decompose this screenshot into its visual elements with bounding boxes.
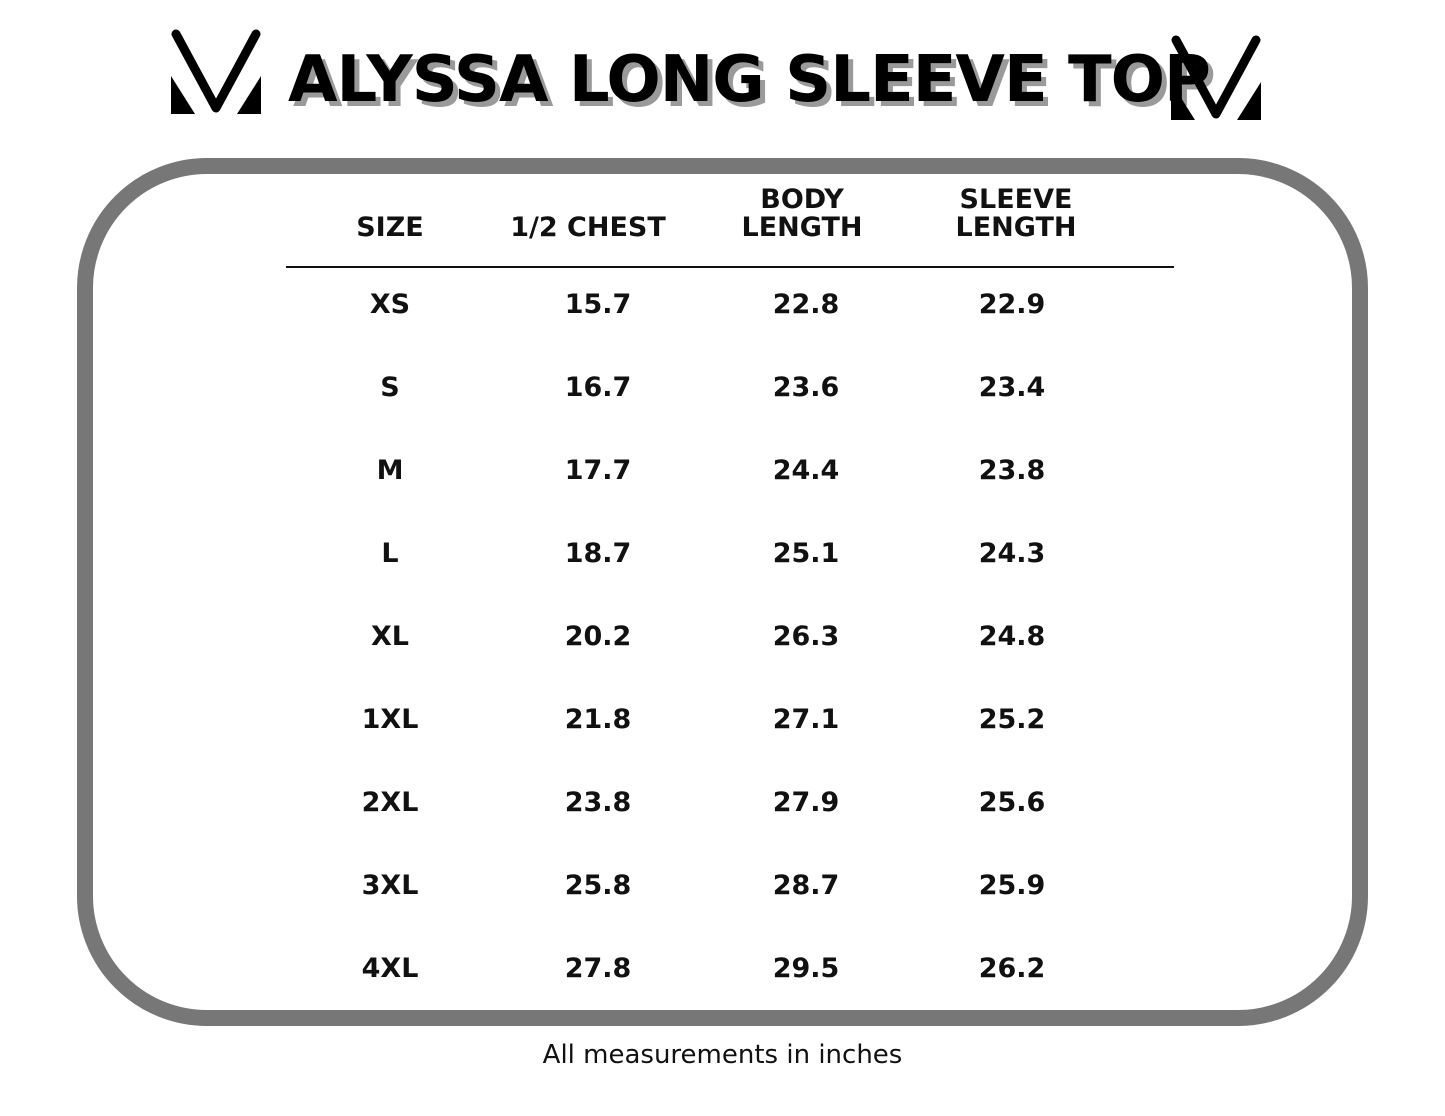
logo-icon [1171,35,1261,120]
cell-sleeve-length: 24.8 [978,621,1046,652]
cell-sleeve-length: 23.8 [978,455,1046,486]
cell-size: M [376,455,404,486]
cell-body-length: 27.9 [772,787,840,818]
cell-half-chest: 27.8 [564,953,632,984]
cell-body-length: 24.4 [772,455,840,486]
cell-half-chest: 18.7 [564,538,632,569]
cell-half-chest: 23.8 [564,787,632,818]
cell-sleeve-length: 23.4 [978,372,1046,403]
cell-size: XS [369,289,411,320]
cell-body-length: 28.7 [772,870,840,901]
footnote: All measurements in inches [542,1040,903,1070]
cell-size: L [381,538,399,569]
size-chart-frame [77,158,1368,1026]
cell-body-length: 23.6 [772,372,840,403]
cell-sleeve-length: 24.3 [978,538,1046,569]
cell-sleeve-length: 25.9 [978,870,1046,901]
cell-half-chest: 15.7 [564,289,632,320]
cell-sleeve-length: 25.2 [978,704,1046,735]
header-line1: SLEEVE [959,184,1073,215]
cell-size: 3XL [361,870,419,901]
cell-body-length: 22.8 [772,289,840,320]
cell-body-length: 26.3 [772,621,840,652]
header-line2: LENGTH [955,212,1077,243]
cell-half-chest: 25.8 [564,870,632,901]
column-header-half-chest: 1/2 CHEST [478,186,698,242]
cell-body-length: 27.1 [772,704,840,735]
cell-body-length: 29.5 [772,953,840,984]
column-header-size: SIZE [280,186,500,242]
cell-sleeve-length: 25.6 [978,787,1046,818]
cell-size: S [380,372,400,403]
cell-half-chest: 21.8 [564,704,632,735]
header-line1 [280,186,500,214]
header-line2: SIZE [356,212,424,243]
page-title: ALYSSA LONG SLEEVE TOP [288,43,1211,117]
header-line1: BODY [760,184,844,215]
cell-size: 2XL [361,787,419,818]
header-line2: LENGTH [741,212,863,243]
header-line1 [478,186,698,214]
cell-size: 4XL [361,953,419,984]
cell-half-chest: 17.7 [564,455,632,486]
cell-size: 1XL [361,704,419,735]
cell-half-chest: 16.7 [564,372,632,403]
header-divider [286,266,1174,268]
column-header-sleeve-length: SLEEVE LENGTH [906,186,1126,242]
cell-body-length: 25.1 [772,538,840,569]
logo-icon [171,29,261,114]
header-line2: 1/2 CHEST [510,212,666,243]
cell-size: XL [370,621,410,652]
cell-sleeve-length: 26.2 [978,953,1046,984]
column-header-body-length: BODY LENGTH [692,186,912,242]
cell-half-chest: 20.2 [564,621,632,652]
cell-sleeve-length: 22.9 [978,289,1046,320]
